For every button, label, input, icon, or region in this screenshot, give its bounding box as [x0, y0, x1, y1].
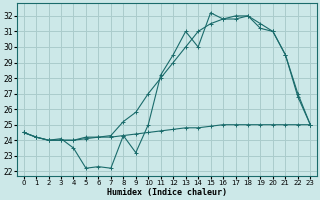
X-axis label: Humidex (Indice chaleur): Humidex (Indice chaleur) [107, 188, 227, 197]
